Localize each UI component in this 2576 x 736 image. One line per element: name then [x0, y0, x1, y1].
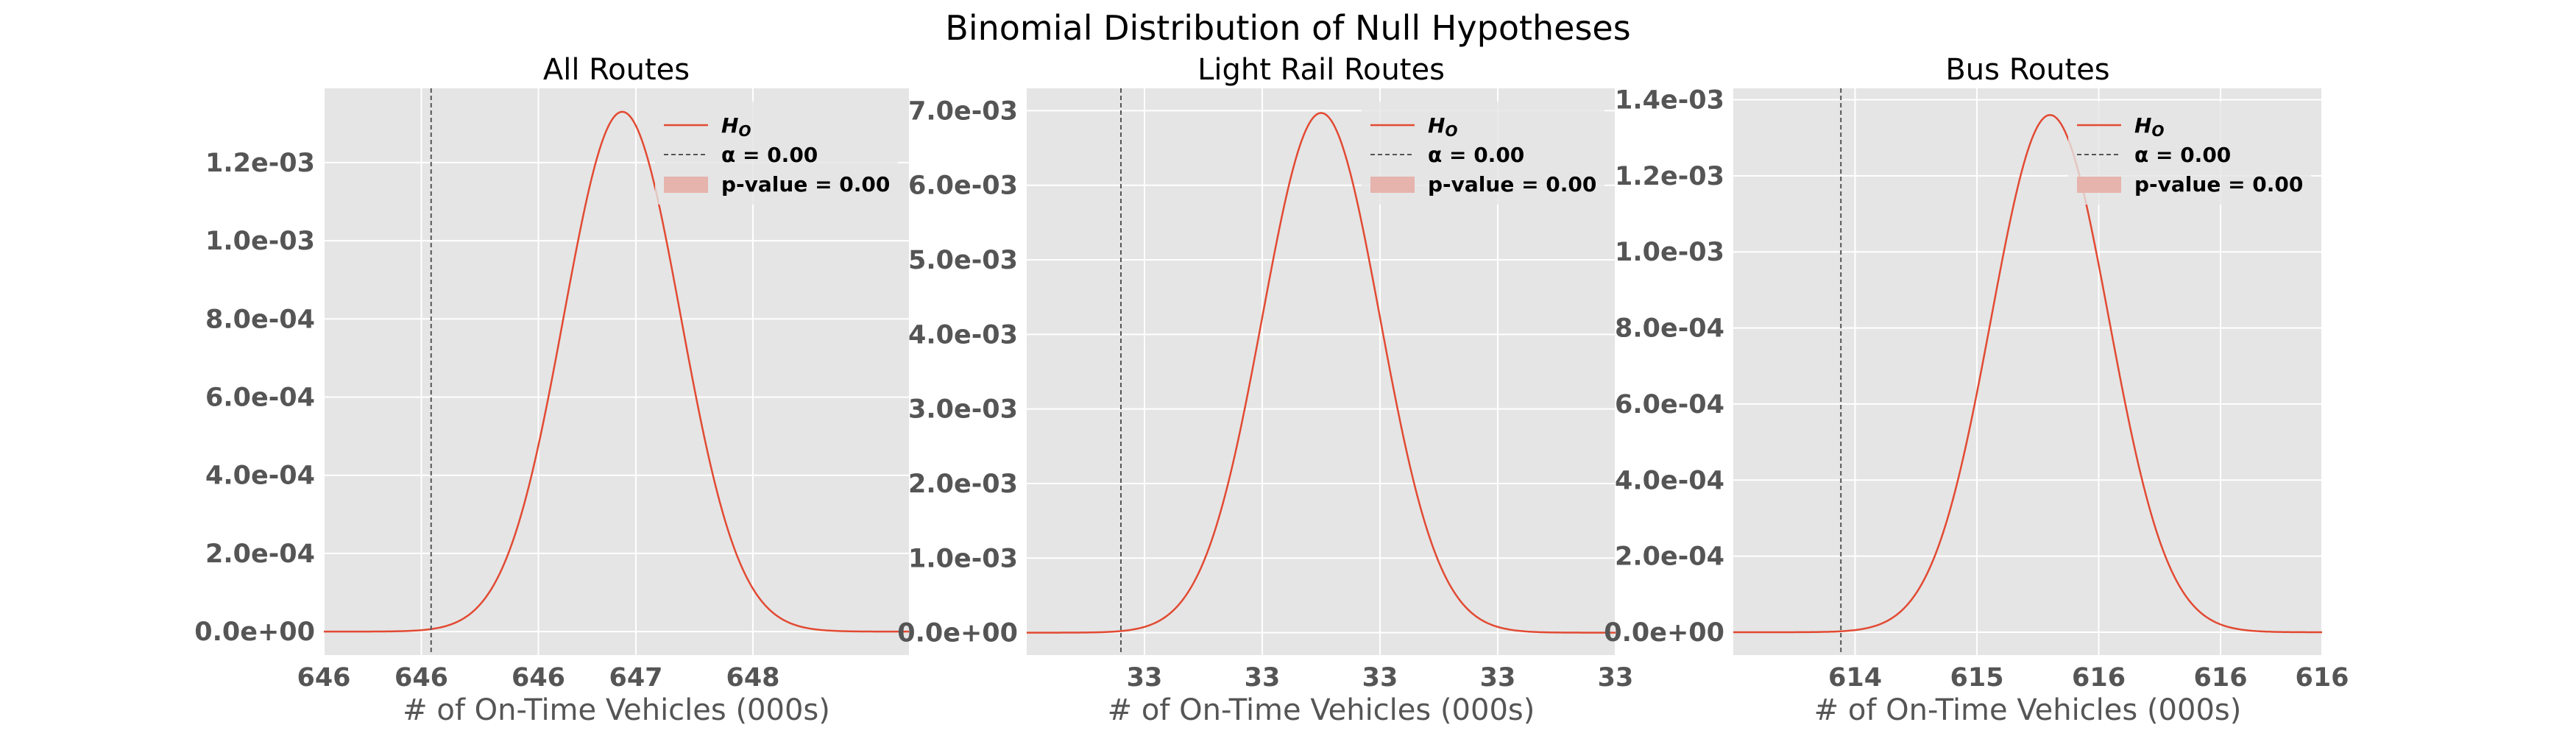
legend-label-pvalue: p-value = 0.00 [721, 172, 890, 197]
y-tick-label: 0.0e+00 [897, 619, 1018, 648]
legend: HO α = 0.00 p-value = 0.00 [2068, 102, 2311, 205]
y-tick-label: 7.0e-03 [908, 96, 1018, 126]
x-tick-label: 614 [1828, 663, 1882, 693]
y-tick-label: 1.0e-03 [205, 227, 315, 256]
x-tick-label: 33 [1127, 663, 1163, 693]
legend-label-alpha: α = 0.00 [721, 143, 818, 167]
x-tick-labels: 646 646 646 647 648 [297, 663, 779, 693]
x-tick-label: 33 [1245, 663, 1281, 693]
y-tick-label: 1.2e-03 [205, 149, 315, 178]
legend-pvalue-swatch [1370, 177, 1415, 193]
grid-lines [1733, 88, 2323, 655]
x-axis-label: # of On-Time Vehicles (000s) [403, 693, 830, 727]
y-tick-label: 1.0e-03 [1615, 238, 1724, 267]
y-tick-label: 2.0e-04 [1615, 542, 1724, 572]
y-tick-label: 5.0e-03 [908, 246, 1018, 275]
y-tick-label: 1.0e-03 [908, 544, 1018, 573]
x-axis-label: # of On-Time Vehicles (000s) [1108, 693, 1535, 727]
x-tick-label: 616 [2194, 663, 2248, 693]
figure-title: Binomial Distribution of Null Hypotheses [945, 8, 1630, 48]
x-tick-label: 615 [1950, 663, 2004, 693]
legend-box [1362, 102, 1604, 205]
y-tick-label: 2.0e-03 [908, 470, 1018, 499]
y-tick-label: 3.0e-03 [908, 395, 1018, 425]
y-tick-label: 6.0e-04 [205, 383, 315, 413]
null-hypothesis-curve [1733, 113, 2323, 634]
legend-label-null-hypothesis: HO [2134, 113, 2164, 140]
grid-lines [323, 88, 909, 655]
legend-label-pvalue: p-value = 0.00 [2134, 172, 2303, 197]
x-tick-labels: 33 33 33 33 33 [1127, 663, 1634, 693]
y-tick-label: 6.0e-04 [1615, 390, 1724, 420]
x-tick-labels: 614 615 616 616 616 [1828, 663, 2349, 693]
x-tick-label: 616 [2295, 663, 2349, 693]
x-tick-label: 646 [512, 663, 565, 693]
x-tick-label: 33 [1598, 663, 1634, 693]
y-tick-label: 8.0e-04 [1615, 314, 1724, 344]
legend: HO α = 0.00 p-value = 0.00 [655, 102, 898, 205]
x-tick-label: 33 [1362, 663, 1398, 693]
y-tick-label: 6.0e-03 [908, 171, 1018, 201]
y-tick-labels: 0.0e+00 1.0e-03 2.0e-03 3.0e-03 4.0e-03 5.0e-… [897, 96, 1018, 648]
legend-pvalue-swatch [664, 177, 708, 193]
legend: HO α = 0.00 p-value = 0.00 [1362, 102, 1604, 205]
legend-label-null-hypothesis: HO [1428, 113, 1457, 140]
legend-label-null-hypothesis: HO [721, 113, 751, 140]
y-tick-labels: 0.0e+00 2.0e-04 4.0e-04 6.0e-04 8.0e-04 1.0e-… [1604, 86, 1724, 648]
x-tick-label: 648 [726, 663, 779, 693]
y-tick-label: 4.0e-04 [1615, 466, 1724, 495]
panel-title: Bus Routes [1945, 53, 2109, 87]
legend-box [2068, 102, 2311, 205]
y-tick-label: 8.0e-04 [205, 305, 315, 334]
legend-box [655, 102, 898, 205]
x-tick-label: 33 [1480, 663, 1516, 693]
x-tick-label: 646 [297, 663, 350, 693]
panel-light-rail-routes: 0.0e+00 1.0e-03 2.0e-03 3.0e-03 4.0e-03 5.0e-… [897, 53, 1633, 727]
y-tick-label: 4.0e-04 [205, 461, 315, 491]
legend-pvalue-swatch [2077, 177, 2121, 193]
x-tick-label: 616 [2072, 663, 2126, 693]
null-hypothesis-curve [324, 110, 909, 633]
panel-bus-routes: 0.0e+00 2.0e-04 4.0e-04 6.0e-04 8.0e-04 1.0e-… [1604, 53, 2349, 727]
y-tick-labels: 0.0e+00 2.0e-04 4.0e-04 6.0e-04 8.0e-04 1.0e-… [194, 149, 315, 647]
y-tick-label: 0.0e+00 [194, 618, 315, 647]
legend-label-alpha: α = 0.00 [2134, 143, 2231, 167]
panel-title: Light Rail Routes [1197, 53, 1445, 87]
null-hypothesis-curve [1027, 112, 1616, 634]
panel-title: All Routes [543, 53, 690, 87]
x-tick-label: 647 [609, 663, 662, 693]
y-tick-label: 1.4e-03 [1615, 86, 1724, 116]
legend-label-alpha: α = 0.00 [1428, 143, 1524, 167]
y-tick-label: 2.0e-04 [205, 539, 315, 569]
x-tick-label: 646 [394, 663, 448, 693]
legend-label-pvalue: p-value = 0.00 [1428, 172, 1596, 197]
y-tick-label: 0.0e+00 [1604, 618, 1724, 648]
panel-all-routes: 0.0e+00 2.0e-04 4.0e-04 6.0e-04 8.0e-04 1.0e-… [194, 53, 909, 727]
y-tick-label: 1.2e-03 [1615, 162, 1724, 191]
x-axis-label: # of On-Time Vehicles (000s) [1814, 693, 2242, 727]
y-tick-label: 4.0e-03 [908, 320, 1018, 350]
